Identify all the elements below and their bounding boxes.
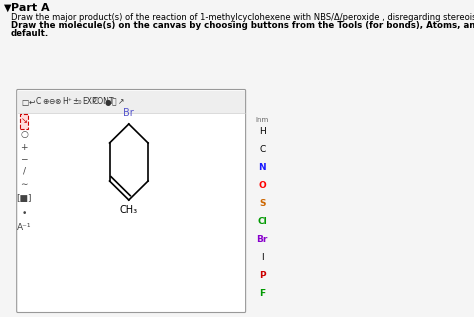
Text: CONT: CONT [92,98,114,107]
Text: ↘: ↘ [21,117,28,126]
Text: ↗: ↗ [118,98,125,107]
Text: C: C [35,98,40,107]
Text: [■]: [■] [16,195,32,204]
Text: default.: default. [10,29,49,38]
Text: ⊗: ⊗ [54,98,60,107]
Text: C: C [259,145,265,153]
Text: O: O [258,180,266,190]
Text: +: + [20,143,28,152]
Text: □: □ [21,98,28,107]
Text: S: S [259,198,265,208]
Text: ⊖: ⊖ [48,98,55,107]
FancyBboxPatch shape [17,89,246,313]
Text: ●: ● [104,98,111,107]
Text: H: H [259,126,266,135]
Text: ↩: ↩ [28,98,35,107]
Text: Br: Br [123,108,134,118]
Text: ▼: ▼ [3,3,11,13]
Text: ∼: ∼ [20,180,28,190]
Text: Cl: Cl [257,217,267,225]
Text: Br: Br [256,235,268,243]
Bar [18,91,245,113]
Text: H⁺: H⁺ [62,98,72,107]
Text: ❓: ❓ [111,98,116,107]
Text: Draw the major product(s) of the reaction of 1-methylcyclohexene with NBS/Δ/pero: Draw the major product(s) of the reactio… [10,13,474,22]
Text: A⁻¹: A⁻¹ [17,223,31,231]
Text: Part A: Part A [10,3,49,13]
Text: P: P [259,270,265,280]
Text: ⊕: ⊕ [42,98,48,107]
Text: I: I [261,253,264,262]
Text: N: N [258,163,266,171]
Text: /: / [22,166,26,176]
Text: Draw the molecule(s) on the canvas by choosing buttons from the Tools (for bonds: Draw the molecule(s) on the canvas by ch… [10,21,474,30]
Text: ○: ○ [20,131,28,139]
Text: ±₀: ±₀ [72,98,82,107]
Text: CH₃: CH₃ [120,205,138,215]
Text: •: • [21,209,27,217]
Text: −: − [20,154,28,164]
Text: lnm: lnm [255,117,269,123]
FancyBboxPatch shape [19,113,28,128]
Text: EXP: EXP [82,98,97,107]
Text: F: F [259,288,265,297]
